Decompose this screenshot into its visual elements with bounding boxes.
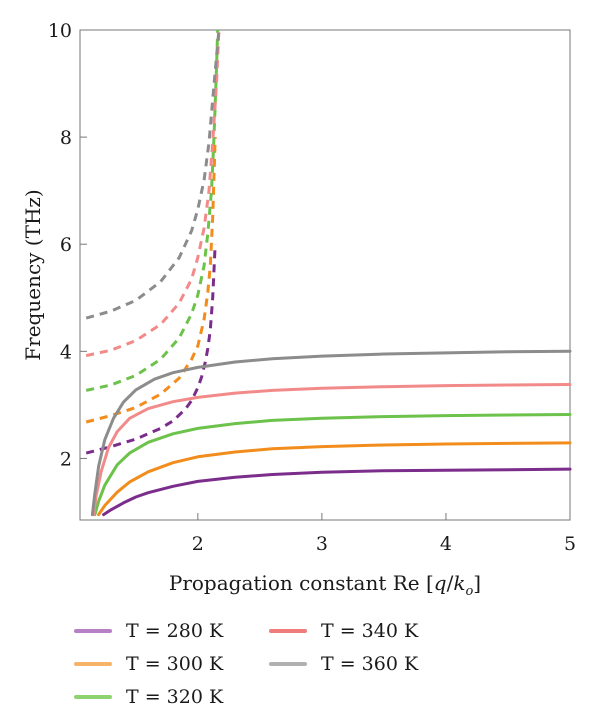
chart: 2 3 4 5 2 4 6 8 10 Propagation constant Re [q/k…: [21, 20, 576, 599]
x-axis-title-q: q: [434, 571, 447, 595]
legend-label-300k: T = 300 K: [126, 653, 224, 675]
series-360k-solid-line: [90, 349, 572, 517]
y-tick-label: 10: [48, 20, 72, 42]
x-tick-label: 2: [192, 533, 204, 555]
series-320k-dashed-line: [85, 29, 220, 392]
legend-label-280k: T = 280 K: [126, 620, 224, 642]
y-tick-label: 8: [60, 127, 72, 149]
legend-swatch-360k: [269, 662, 307, 666]
x-axis-title-k: k: [453, 571, 465, 595]
legend-item-320k: T = 320 K: [74, 682, 223, 712]
plot-frame: [79, 29, 571, 521]
x-axis-title-slash: /: [447, 571, 454, 595]
y-tick-label: 2: [60, 448, 72, 470]
legend-swatch-320k: [74, 695, 112, 699]
legend-item-340k: T = 340 K: [269, 616, 418, 646]
y-axis-title: Frequency (THz): [21, 189, 45, 360]
x-axis-ticks: 2 3 4 5: [192, 513, 576, 555]
series-280k-solid-line: [102, 467, 572, 517]
y-axis-ticks: 2 4 6 8 10: [48, 20, 87, 470]
legend-swatch-300k: [74, 662, 112, 666]
series-280k-dashed-line: [85, 244, 217, 455]
legend-label-360k: T = 360 K: [321, 653, 419, 675]
series-300k-dashed-line: [85, 137, 217, 424]
y-tick-label: 4: [60, 341, 72, 363]
legend-swatch-340k: [269, 629, 307, 633]
legend-label-320k: T = 320 K: [126, 686, 224, 708]
legend: T = 280 K T = 300 K T = 320 K T = 340 K …: [60, 616, 560, 716]
legend-item-360k: T = 360 K: [269, 649, 418, 679]
x-axis-title-suffix: ]: [473, 571, 481, 595]
x-axis-title-prefix: Propagation constant Re [: [169, 571, 434, 595]
series-300k-solid-line: [97, 441, 572, 517]
series-360k-dashed-line: [85, 29, 221, 320]
x-tick-label: 4: [440, 533, 452, 555]
x-axis-title: Propagation constant Re [q/ko]: [169, 571, 481, 599]
x-axis-title-sub: o: [465, 584, 473, 599]
series-320k-solid-line: [93, 413, 572, 517]
series-340k-dashed-line: [85, 29, 221, 358]
legend-label-340k: T = 340 K: [321, 620, 419, 642]
series-layer: [85, 29, 572, 517]
x-tick-label: 3: [316, 533, 328, 555]
legend-item-280k: T = 280 K: [74, 616, 223, 646]
x-tick-label: 5: [564, 533, 576, 555]
legend-item-300k: T = 300 K: [74, 649, 223, 679]
series-340k-solid-line: [92, 383, 572, 517]
legend-swatch-280k: [74, 629, 112, 633]
y-tick-label: 6: [60, 234, 72, 256]
